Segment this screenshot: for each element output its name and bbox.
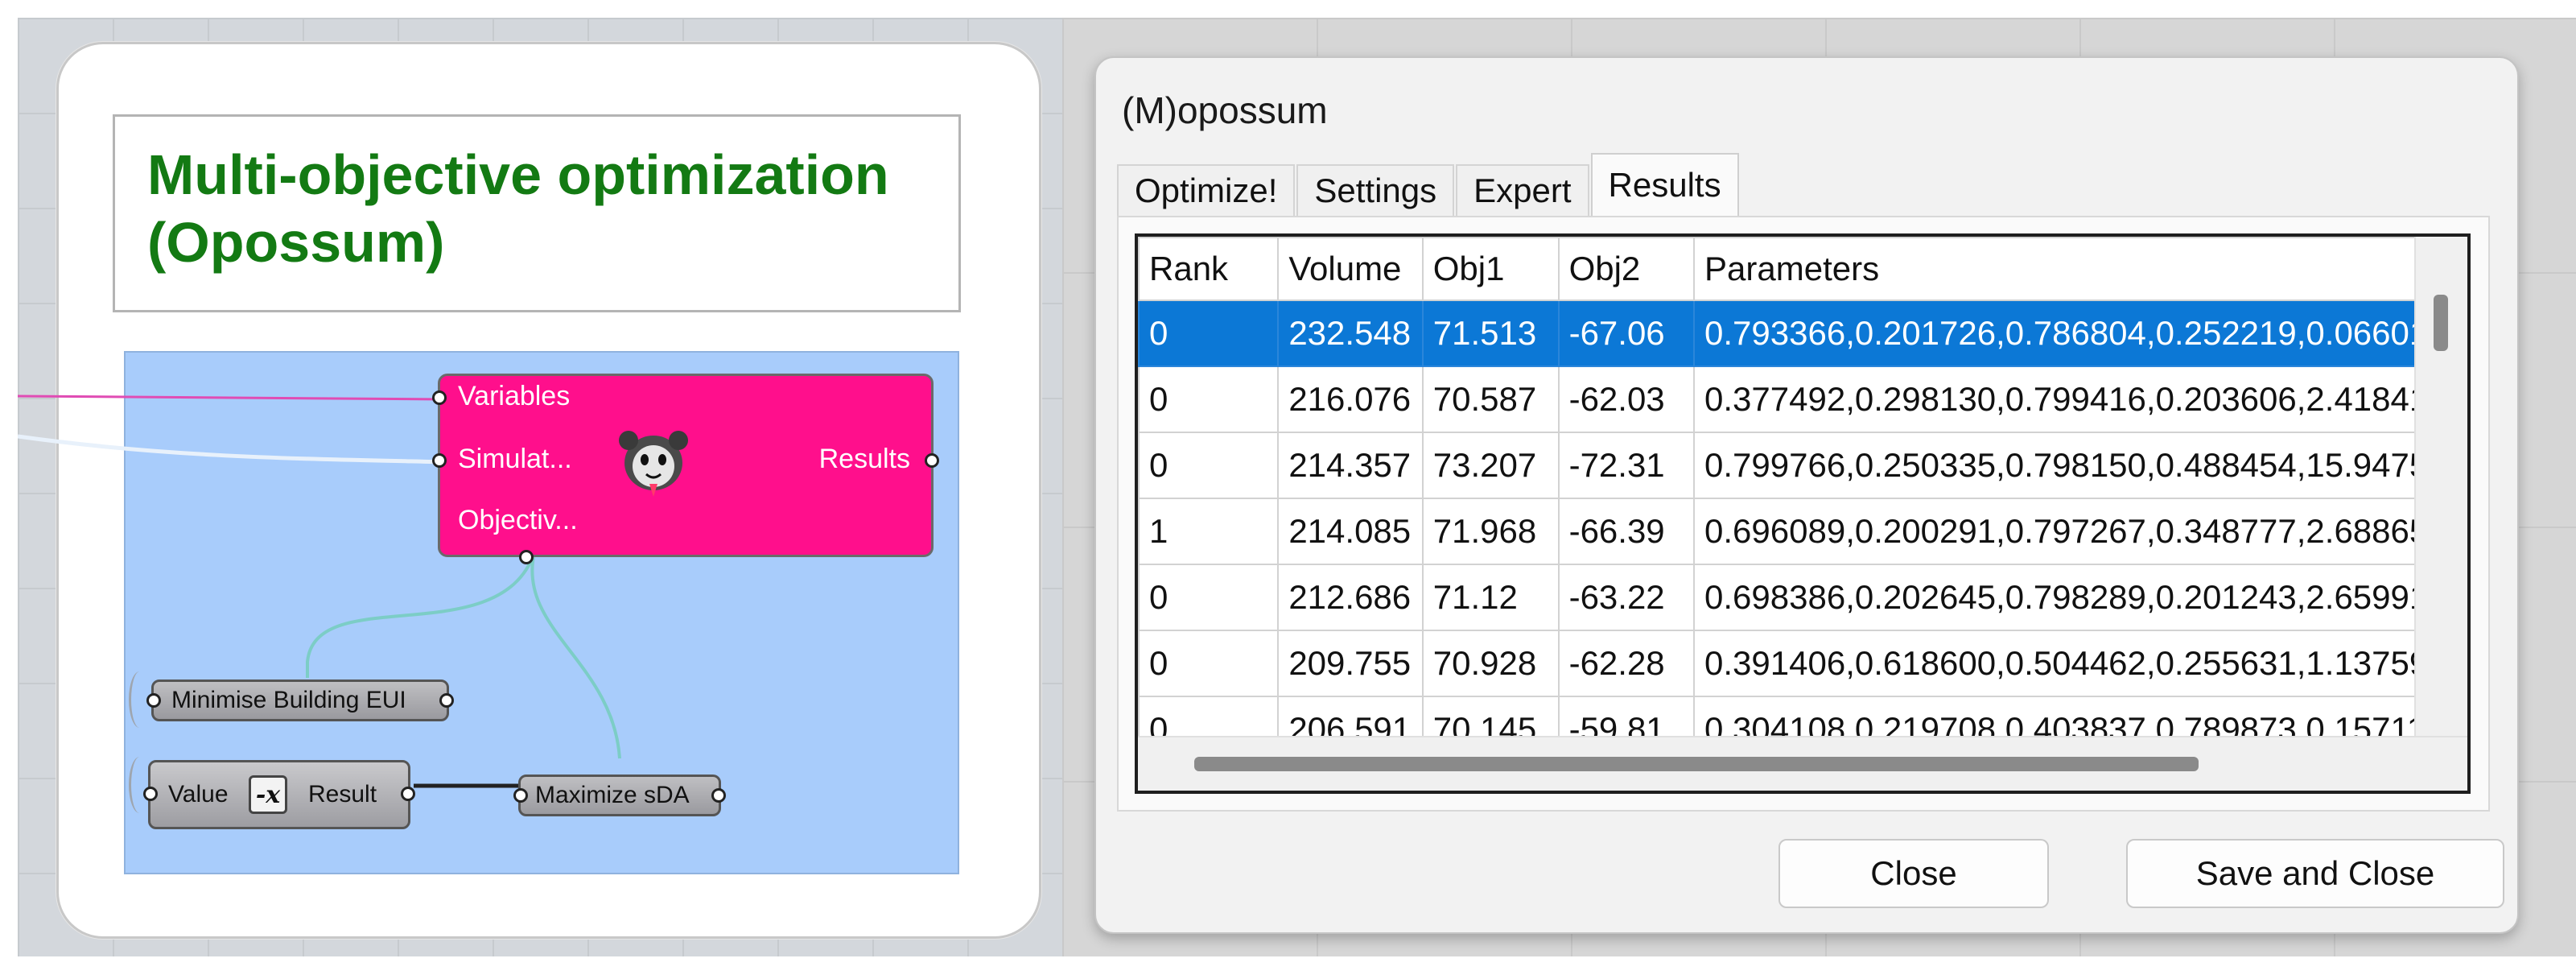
tab-optimize[interactable]: Optimize! bbox=[1117, 164, 1296, 216]
cell-obj1: 70.928 bbox=[1421, 630, 1560, 697]
cell-obj2: -66.39 bbox=[1557, 498, 1696, 565]
cell-parameters: 0.391406,0.618600,0.504462,0.255631,1.13… bbox=[1693, 630, 2467, 697]
cell-rank: 1 bbox=[1138, 498, 1280, 565]
objective-label: Objectiv... bbox=[458, 505, 578, 535]
table-row[interactable]: 0 232.548 71.513 -67.06 0.793366,0.20172… bbox=[1138, 299, 2467, 367]
cell-parameters: 0.698386,0.202645,0.798289,0.201243,2.65… bbox=[1693, 564, 2467, 631]
negate-icon-label: -x bbox=[255, 780, 281, 809]
cell-obj2: -62.28 bbox=[1557, 630, 1696, 697]
maximize-input-port[interactable] bbox=[513, 788, 528, 803]
cell-obj2: -62.03 bbox=[1557, 366, 1696, 433]
minimise-label: Minimise Building EUI bbox=[171, 687, 406, 713]
table-row[interactable]: 0 212.686 71.12 -63.22 0.698386,0.202645… bbox=[1138, 564, 2467, 631]
result-output-port[interactable] bbox=[401, 787, 415, 801]
maximize-sda-component[interactable]: Maximize sDA bbox=[513, 775, 726, 816]
results-grid[interactable]: Rank Volume Obj1 Obj2 Parameters 0 232.5… bbox=[1135, 233, 2471, 794]
minimise-input-port[interactable] bbox=[146, 693, 161, 708]
vertical-scrollbar[interactable] bbox=[2414, 237, 2467, 791]
cell-obj2: -67.06 bbox=[1557, 299, 1696, 367]
variables-input-port[interactable] bbox=[432, 390, 447, 405]
simulation-label: Simulat... bbox=[458, 444, 572, 474]
cell-obj1: 70.587 bbox=[1421, 366, 1560, 433]
cell-volume: 214.357 bbox=[1277, 432, 1424, 499]
results-output-port[interactable] bbox=[925, 453, 939, 468]
result-label: Result bbox=[308, 781, 377, 808]
value-ripple bbox=[129, 757, 150, 813]
vertical-scroll-thumb[interactable] bbox=[2434, 295, 2448, 351]
table-row[interactable]: 1 214.085 71.968 -66.39 0.696089,0.20029… bbox=[1138, 498, 2467, 565]
opossum-component[interactable]: Variables Simulat... Objectiv... Results bbox=[432, 374, 939, 564]
opossum-icon bbox=[619, 431, 688, 497]
value-label: Value bbox=[168, 781, 229, 808]
negate-component[interactable]: Value -x Result bbox=[143, 760, 415, 829]
minimise-ripple bbox=[129, 671, 150, 728]
objective-input-port[interactable] bbox=[519, 550, 534, 564]
variables-label: Variables bbox=[458, 381, 571, 411]
cell-volume: 214.085 bbox=[1277, 498, 1424, 565]
cell-obj1: 71.513 bbox=[1421, 299, 1560, 367]
dialog-title: (M)opossum bbox=[1122, 89, 1328, 131]
close-button[interactable]: Close bbox=[1778, 839, 2049, 908]
horizontal-scrollbar[interactable] bbox=[1138, 736, 2467, 791]
cell-volume: 212.686 bbox=[1277, 564, 1424, 631]
panel-title: Multi-objective optimization (Opossum) bbox=[147, 143, 889, 274]
cell-obj1: 71.12 bbox=[1421, 564, 1560, 631]
cell-obj2: -72.31 bbox=[1557, 432, 1696, 499]
table-row[interactable]: 0 216.076 70.587 -62.03 0.377492,0.29813… bbox=[1138, 366, 2467, 433]
tab-results[interactable]: Results bbox=[1590, 153, 1739, 216]
cell-parameters: 0.377492,0.298130,0.799416,0.203606,2.41… bbox=[1693, 366, 2467, 433]
table-row[interactable]: 0 209.755 70.928 -62.28 0.391406,0.61860… bbox=[1138, 630, 2467, 697]
results-label: Results bbox=[818, 444, 910, 474]
value-input-port[interactable] bbox=[143, 787, 158, 801]
cell-rank: 0 bbox=[1138, 366, 1280, 433]
tab-settings[interactable]: Settings bbox=[1296, 164, 1455, 216]
column-header-volume[interactable]: Volume bbox=[1277, 237, 1424, 301]
maximize-label: Maximize sDA bbox=[535, 782, 690, 808]
table-row[interactable]: 0 214.357 73.207 -72.31 0.799766,0.25033… bbox=[1138, 432, 2467, 499]
column-header-parameters[interactable]: Parameters bbox=[1693, 237, 2467, 301]
cell-parameters: 0.799766,0.250335,0.798150,0.488454,15.9… bbox=[1693, 432, 2467, 499]
title-panel[interactable]: Multi-objective optimization (Opossum) bbox=[113, 114, 961, 312]
column-header-obj2[interactable]: Obj2 bbox=[1557, 237, 1696, 301]
cell-rank: 0 bbox=[1138, 432, 1280, 499]
cell-obj1: 73.207 bbox=[1421, 432, 1560, 499]
cell-obj2: -63.22 bbox=[1557, 564, 1696, 631]
grasshopper-canvas[interactable]: Multi-objective optimization (Opossum) V… bbox=[18, 18, 1062, 956]
table-header-row: Rank Volume Obj1 Obj2 Parameters bbox=[1138, 237, 2467, 301]
tab-bar: Optimize! Settings Expert Results bbox=[1117, 153, 1741, 216]
negate-icon: -x bbox=[249, 775, 287, 814]
cell-volume: 209.755 bbox=[1277, 630, 1424, 697]
cell-rank: 0 bbox=[1138, 299, 1280, 367]
cell-parameters: 0.793366,0.201726,0.786804,0.252219,0.06… bbox=[1693, 299, 2467, 367]
column-header-obj1[interactable]: Obj1 bbox=[1421, 237, 1560, 301]
maximize-output-port[interactable] bbox=[711, 788, 726, 803]
results-table: Rank Volume Obj1 Obj2 Parameters 0 232.5… bbox=[1138, 237, 2467, 763]
cell-rank: 0 bbox=[1138, 564, 1280, 631]
simulation-input-port[interactable] bbox=[432, 453, 447, 468]
cell-obj1: 71.968 bbox=[1421, 498, 1560, 565]
column-header-rank[interactable]: Rank bbox=[1138, 237, 1280, 301]
minimise-eui-component[interactable]: Minimise Building EUI bbox=[146, 680, 454, 721]
cell-rank: 0 bbox=[1138, 630, 1280, 697]
save-and-close-button[interactable]: Save and Close bbox=[2126, 839, 2504, 908]
opossum-dialog: (M)opossum Optimize! Settings Expert Res… bbox=[1094, 56, 2519, 934]
cell-volume: 216.076 bbox=[1277, 366, 1424, 433]
tab-expert[interactable]: Expert bbox=[1456, 164, 1589, 216]
cell-volume: 232.548 bbox=[1277, 299, 1424, 367]
horizontal-scroll-thumb[interactable] bbox=[1194, 757, 2199, 771]
cell-parameters: 0.696089,0.200291,0.797267,0.348777,2.68… bbox=[1693, 498, 2467, 565]
results-tab-panel: Rank Volume Obj1 Obj2 Parameters 0 232.5… bbox=[1117, 216, 2490, 812]
minimise-output-port[interactable] bbox=[439, 693, 454, 708]
